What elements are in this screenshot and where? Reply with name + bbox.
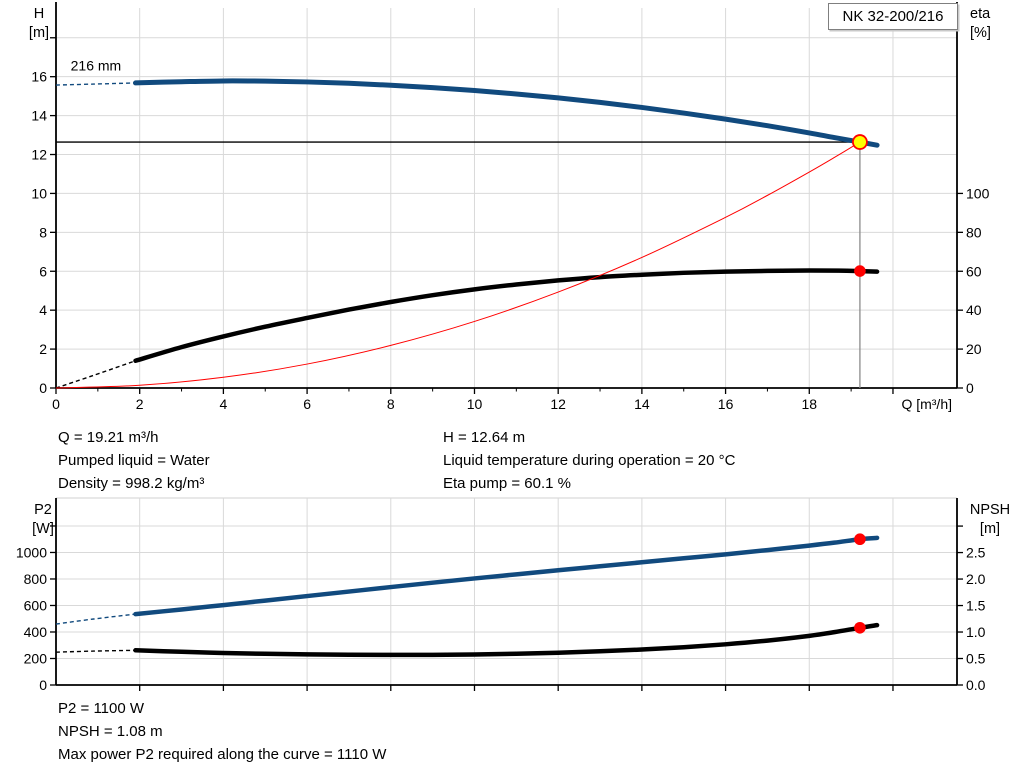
p2-npsh-chart-left-tick-label: 0: [39, 677, 47, 693]
hq-eta-chart-left-tick-label: 12: [31, 147, 47, 163]
p2-npsh-chart-right-tick-label: 2.0: [966, 571, 986, 587]
eta-pump-value: Eta pump = 60.1 %: [443, 475, 571, 492]
p2-curve: [133, 535, 880, 617]
hq-eta-chart-left-tick-label: 10: [31, 185, 47, 201]
p2-npsh-chart-right-tick-label: 1.0: [966, 624, 986, 640]
hq-eta-chart-right-tick-label: 40: [966, 302, 982, 318]
power-info: P2 = 1100 W NPSH = 1.08 m Max power P2 r…: [58, 697, 386, 766]
hq-eta-chart-x-tick-label: 0: [52, 396, 60, 412]
hq-eta-chart-right-tick-label: 0: [966, 380, 974, 396]
hq-eta-chart-left-tick-label: 8: [39, 224, 47, 240]
hq-eta-chart-x-tick-label: 2: [136, 396, 144, 412]
hq-eta-chart-left-tick-label: 2: [39, 341, 47, 357]
p2-npsh-chart-left-tick-label: 400: [24, 624, 48, 640]
density-value: Density = 998.2 kg/m³: [58, 475, 205, 492]
p2-npsh-chart-left-tick-label: 1000: [16, 544, 47, 560]
max-power-value: Max power P2 required along the curve = …: [58, 746, 387, 763]
system-curve: [55, 141, 861, 389]
hq-eta-chart-left-tick-label: 14: [31, 108, 47, 124]
hq-eta-chart-right-tick-label: 80: [966, 224, 982, 240]
hq-eta-chart-x-tick-label: 6: [303, 396, 311, 412]
hq-eta-chart-x-tick-label: 18: [801, 396, 817, 412]
liquid-temperature-value: Liquid temperature during operation = 20…: [443, 452, 736, 469]
hq-eta-chart-left-tick-label: 6: [39, 263, 47, 279]
flow-value: Q = 19.21 m³/h: [58, 429, 159, 446]
eta-curve-dashed: [55, 360, 136, 389]
p2-value: P2 = 1100 W: [58, 700, 145, 717]
p2-npsh-chart-left-tick-label: 600: [24, 597, 48, 613]
p2-axis-title: P2 [W]: [32, 502, 54, 537]
hq-eta-chart-left-tick-label: 16: [31, 69, 47, 85]
p2-npsh-chart-right-tick-label: 0.5: [966, 651, 986, 667]
head-curve-216mm-dashed: [55, 82, 136, 86]
hq-eta-chart-x-tick-label: 14: [634, 396, 650, 412]
duty-point-marker: [852, 134, 868, 150]
p2-npsh-chart-right-tick-label: 2.5: [966, 545, 986, 561]
operating-point-info-left: Q = 19.21 m³/h Pumped liquid = Water Den…: [58, 426, 210, 495]
hq-eta-chart-x-tick-label: 12: [550, 396, 566, 412]
pumped-liquid-value: Pumped liquid = Water: [58, 452, 210, 469]
npsh-curve: [133, 622, 880, 658]
npsh-value: NPSH = 1.08 m: [58, 723, 163, 740]
hq-eta-chart-right-tick-label: 20: [966, 341, 982, 357]
hq-eta-chart-right-tick-label: 60: [966, 263, 982, 279]
eta-curve: [133, 268, 880, 364]
eta-point-marker: [854, 265, 866, 277]
p2-npsh-chart-right-tick-label: 0.0: [966, 677, 986, 693]
hq-eta-chart-left-tick-label: 0: [39, 380, 47, 396]
npsh-curve-dashed: [55, 649, 136, 653]
hq-eta-chart-x-tick-label: 16: [718, 396, 734, 412]
impeller-diameter-label: 216 mm: [71, 57, 122, 73]
hq-eta-chart-left-tick-label: 4: [39, 302, 47, 318]
pump-model-box: NK 32-200/216: [828, 3, 958, 30]
p2-npsh-chart-right-tick-label: 1.5: [966, 598, 986, 614]
h-axis-title: H [m]: [28, 6, 50, 41]
p2-point-marker: [854, 533, 866, 546]
p2-npsh-chart-left-tick-label: 200: [24, 650, 48, 666]
hq-eta-chart-x-tick-label: 4: [219, 396, 227, 412]
hq-eta-chart-right-tick-label: 100: [966, 185, 990, 201]
eta-axis-title: eta [%]: [970, 6, 991, 41]
head-curve-216mm: [133, 78, 880, 148]
npsh-axis-title: NPSH [m]: [969, 502, 1011, 537]
head-value: H = 12.64 m: [443, 429, 526, 446]
hq-eta-chart-x-tick-label: 10: [467, 396, 483, 412]
hq-eta-chart-x-tick-label: 8: [387, 396, 395, 412]
x-axis-unit-label: Q [m³/h]: [901, 396, 952, 412]
p2-npsh-chart-left-tick-label: 800: [24, 571, 48, 587]
p2-curve-dashed: [55, 613, 136, 625]
operating-point-info-right: H = 12.64 m Liquid temperature during op…: [443, 426, 735, 495]
npsh-point-marker: [854, 621, 866, 634]
